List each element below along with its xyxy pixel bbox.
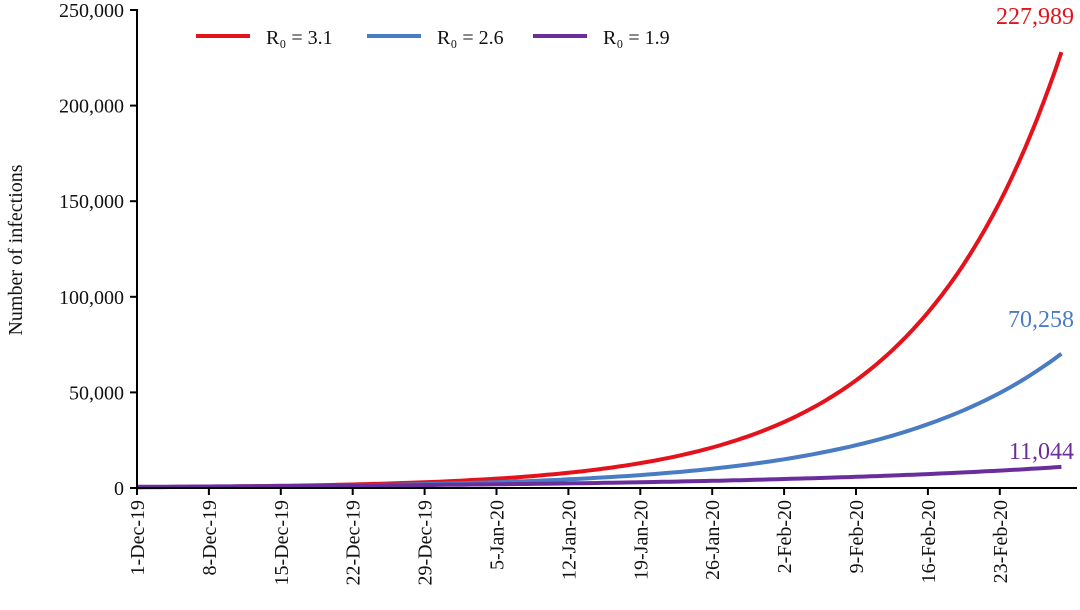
legend-label: R₀ = 3.1 bbox=[266, 27, 333, 49]
x-tick-label: 8-Dec-19 bbox=[199, 500, 221, 576]
x-tick-label: 15-Dec-19 bbox=[271, 500, 293, 586]
y-tick-label: 100,000 bbox=[59, 287, 124, 309]
y-tick-label: 200,000 bbox=[59, 96, 124, 118]
series-line-2 bbox=[137, 352, 1063, 490]
x-tick-label: 22-Dec-19 bbox=[343, 500, 365, 586]
x-ticks: 1-Dec-19 8-Dec-19 15-Dec-19 22-Dec-19 29-Dec… bbox=[127, 488, 1012, 586]
series-line-1 bbox=[136, 51, 1064, 490]
x-tick-label: 16-Feb-20 bbox=[918, 500, 940, 583]
y-ticks: 0 50,000 100,000 150,000 200,000 250,000 bbox=[59, 0, 137, 500]
end-value-label: 227,989 bbox=[996, 4, 1074, 30]
end-value-label: 70,258 bbox=[1008, 307, 1074, 333]
x-tick-label: 23-Feb-20 bbox=[990, 500, 1012, 583]
legend: R₀ = 3.1 R₀ = 2.6 R₀ = 1.9 bbox=[196, 27, 670, 49]
x-tick-label: 5-Jan-20 bbox=[487, 500, 509, 570]
y-tick-label: 0 bbox=[114, 478, 124, 500]
legend-label: R₀ = 2.6 bbox=[437, 27, 504, 49]
x-tick-label: 1-Dec-19 bbox=[127, 500, 149, 576]
x-tick-label: 26-Jan-20 bbox=[702, 500, 724, 580]
x-tick-label: 19-Jan-20 bbox=[630, 500, 652, 580]
x-tick-label: 2-Feb-20 bbox=[774, 500, 796, 573]
x-tick-label: 12-Jan-20 bbox=[558, 500, 580, 580]
y-tick-label: 150,000 bbox=[59, 191, 124, 213]
x-tick-label: 29-Dec-19 bbox=[415, 500, 437, 586]
series-line-3 bbox=[136, 464, 1062, 489]
legend-label: R₀ = 1.9 bbox=[603, 27, 670, 49]
y-tick-label: 50,000 bbox=[69, 382, 124, 404]
end-labels: 227,989 70,258 11,044 bbox=[996, 4, 1074, 465]
x-tick-label: 9-Feb-20 bbox=[846, 500, 868, 573]
y-axis-label: Number of infections bbox=[5, 164, 27, 335]
end-value-label: 11,044 bbox=[1009, 439, 1074, 465]
series-lines bbox=[136, 51, 1064, 490]
y-tick-label: 250,000 bbox=[59, 0, 124, 22]
